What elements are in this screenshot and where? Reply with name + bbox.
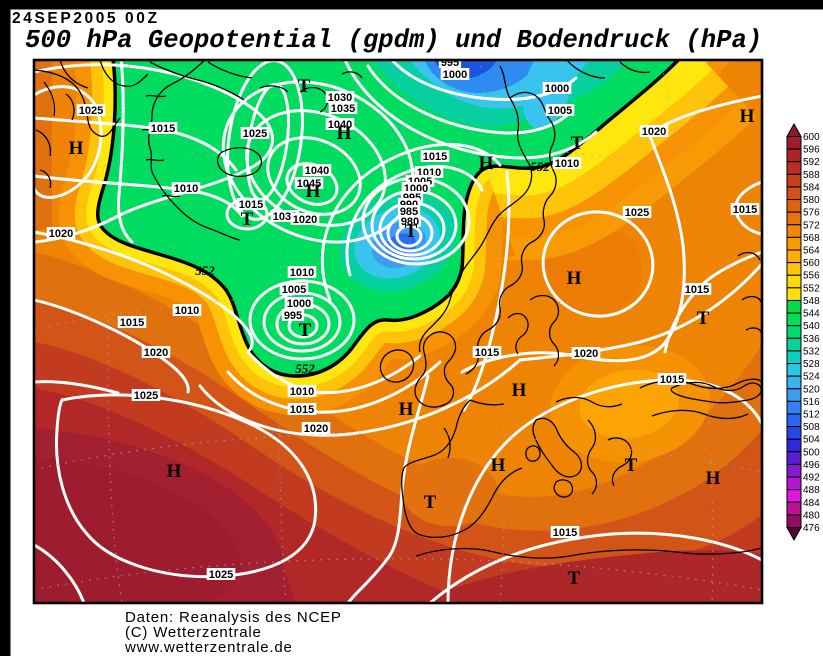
svg-text:1015: 1015 <box>475 347 499 359</box>
svg-text:1005: 1005 <box>548 105 572 117</box>
svg-text:1025: 1025 <box>79 105 103 117</box>
svg-text:T: T <box>424 492 437 513</box>
svg-text:980: 980 <box>401 216 419 228</box>
svg-text:556: 556 <box>803 271 820 282</box>
svg-text:1015: 1015 <box>239 199 263 211</box>
svg-text:24SEP2005 00Z: 24SEP2005 00Z <box>12 10 160 27</box>
svg-text:1015: 1015 <box>685 284 709 296</box>
svg-text:1040: 1040 <box>305 165 329 177</box>
svg-text:1010: 1010 <box>555 158 579 170</box>
svg-text:995: 995 <box>284 310 302 322</box>
svg-text:1015: 1015 <box>733 204 757 216</box>
svg-text:1020: 1020 <box>293 214 317 226</box>
svg-text:580: 580 <box>803 195 820 206</box>
svg-text:1040: 1040 <box>328 119 352 131</box>
svg-text:1015: 1015 <box>660 374 684 386</box>
svg-text:1000: 1000 <box>443 69 467 81</box>
svg-text:T: T <box>568 568 581 589</box>
svg-text:536: 536 <box>803 334 820 345</box>
svg-text:512: 512 <box>803 409 820 420</box>
svg-text:H: H <box>740 106 755 127</box>
svg-text:1025: 1025 <box>209 569 233 581</box>
svg-text:476: 476 <box>803 523 820 534</box>
svg-text:www.wetterzentrale.de: www.wetterzentrale.de <box>124 639 293 656</box>
svg-text:484: 484 <box>803 498 820 509</box>
svg-text:584: 584 <box>803 182 820 193</box>
svg-text:1020: 1020 <box>574 348 598 360</box>
svg-text:500 hPa Geopotential (gpdm) un: 500 hPa Geopotential (gpdm) und Bodendru… <box>25 26 762 55</box>
svg-text:1025: 1025 <box>243 128 267 140</box>
svg-text:1020: 1020 <box>642 126 666 138</box>
svg-text:500: 500 <box>803 447 820 458</box>
svg-text:552: 552 <box>530 159 550 174</box>
svg-text:H: H <box>491 455 506 476</box>
svg-text:592: 592 <box>803 157 820 168</box>
svg-text:T: T <box>625 455 638 476</box>
svg-text:T: T <box>241 209 254 230</box>
svg-text:508: 508 <box>803 422 820 433</box>
svg-text:560: 560 <box>803 258 820 269</box>
svg-text:480: 480 <box>803 510 820 521</box>
svg-text:564: 564 <box>803 246 820 257</box>
svg-text:995: 995 <box>441 57 459 69</box>
svg-text:1010: 1010 <box>174 183 198 195</box>
svg-text:H: H <box>306 181 321 202</box>
svg-text:H: H <box>512 380 527 401</box>
svg-text:1000: 1000 <box>287 298 311 310</box>
svg-text:528: 528 <box>803 359 820 370</box>
svg-text:H: H <box>399 399 414 420</box>
svg-text:568: 568 <box>803 233 820 244</box>
svg-text:552: 552 <box>803 283 820 294</box>
svg-text:H: H <box>167 461 182 482</box>
svg-text:1005: 1005 <box>282 284 306 296</box>
svg-text:H: H <box>567 268 582 289</box>
svg-text:1000: 1000 <box>545 83 569 95</box>
svg-text:488: 488 <box>803 485 820 496</box>
svg-text:540: 540 <box>803 321 820 332</box>
svg-text:1025: 1025 <box>625 207 649 219</box>
svg-text:1020: 1020 <box>304 423 328 435</box>
svg-text:T: T <box>298 76 311 97</box>
svg-text:T: T <box>299 320 312 341</box>
svg-text:552: 552 <box>195 263 215 278</box>
svg-text:572: 572 <box>803 220 820 231</box>
svg-text:T: T <box>405 221 418 242</box>
svg-text:576: 576 <box>803 208 820 219</box>
svg-text:Daten: Reanalysis des NCEP: Daten: Reanalysis des NCEP <box>125 609 342 626</box>
svg-text:596: 596 <box>803 145 820 156</box>
svg-text:1030: 1030 <box>328 92 352 104</box>
svg-text:504: 504 <box>803 435 820 446</box>
svg-text:H: H <box>69 138 84 159</box>
svg-text:492: 492 <box>803 473 820 484</box>
svg-text:532: 532 <box>803 346 820 357</box>
svg-text:(C) Wetterzentrale: (C) Wetterzentrale <box>125 624 262 641</box>
svg-text:496: 496 <box>803 460 820 471</box>
svg-text:600: 600 <box>803 132 820 143</box>
svg-text:552: 552 <box>295 361 315 376</box>
svg-text:1045: 1045 <box>297 178 321 190</box>
svg-text:1015: 1015 <box>553 527 577 539</box>
svg-text:1025: 1025 <box>134 390 158 402</box>
svg-text:H: H <box>706 468 721 489</box>
svg-text:544: 544 <box>803 309 820 320</box>
svg-text:1020: 1020 <box>144 347 168 359</box>
svg-text:1015: 1015 <box>151 123 175 135</box>
svg-text:588: 588 <box>803 170 820 181</box>
svg-text:1020: 1020 <box>49 228 73 240</box>
svg-text:520: 520 <box>803 384 820 395</box>
svg-text:1015: 1015 <box>423 151 447 163</box>
svg-text:1015: 1015 <box>120 317 144 329</box>
svg-text:1015: 1015 <box>290 404 314 416</box>
svg-text:H: H <box>479 153 494 174</box>
svg-text:1035: 1035 <box>331 103 355 115</box>
svg-text:T: T <box>697 308 710 329</box>
svg-text:548: 548 <box>803 296 820 307</box>
svg-text:1010: 1010 <box>290 267 314 279</box>
svg-text:516: 516 <box>803 397 820 408</box>
svg-text:1010: 1010 <box>290 386 314 398</box>
svg-text:524: 524 <box>803 372 820 383</box>
svg-text:T: T <box>571 133 584 154</box>
svg-text:H: H <box>337 123 352 144</box>
svg-text:1010: 1010 <box>175 305 199 317</box>
